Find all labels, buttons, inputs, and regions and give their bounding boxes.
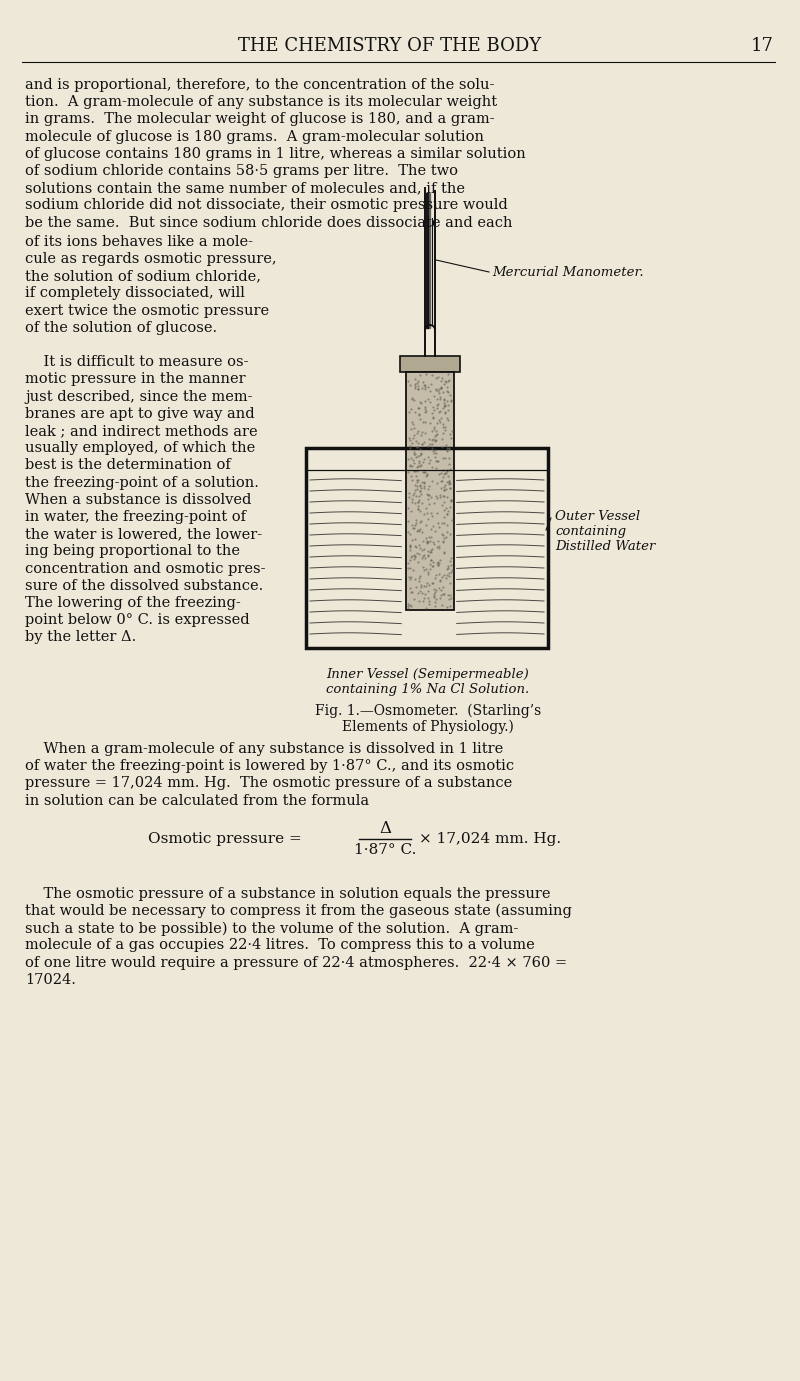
Text: by the letter Δ.: by the letter Δ.	[25, 630, 136, 645]
Text: Fig. 1.—Osmometer.  (Starling’s: Fig. 1.—Osmometer. (Starling’s	[315, 704, 541, 718]
Text: 17024.: 17024.	[25, 972, 76, 987]
Text: Elements of Physiology.): Elements of Physiology.)	[342, 720, 514, 735]
Text: molecule of glucose is 180 grams.  A gram-molecular solution: molecule of glucose is 180 grams. A gram…	[25, 130, 484, 144]
Text: in solution can be calculated from the formula: in solution can be calculated from the f…	[25, 794, 369, 808]
Text: the solution of sodium chloride,: the solution of sodium chloride,	[25, 269, 261, 283]
Text: such a state to be possible) to the volume of the solution.  A gram-: such a state to be possible) to the volu…	[25, 921, 518, 935]
Text: of glucose contains 180 grams in 1 litre, whereas a similar solution: of glucose contains 180 grams in 1 litre…	[25, 146, 526, 160]
Text: molecule of a gas occupies 22·4 litres.  To compress this to a volume: molecule of a gas occupies 22·4 litres. …	[25, 939, 534, 953]
Text: containing 1% Na Cl Solution.: containing 1% Na Cl Solution.	[326, 684, 530, 696]
Text: in water, the freezing-point of: in water, the freezing-point of	[25, 510, 246, 523]
Text: best is the determination of: best is the determination of	[25, 458, 230, 472]
Text: branes are apt to give way and: branes are apt to give way and	[25, 407, 254, 421]
Text: containing: containing	[555, 525, 626, 539]
Text: exert twice the osmotic pressure: exert twice the osmotic pressure	[25, 304, 269, 318]
Text: of sodium chloride contains 58·5 grams per litre.  The two: of sodium chloride contains 58·5 grams p…	[25, 164, 458, 178]
Bar	[406, 371, 454, 610]
Text: Outer Vessel: Outer Vessel	[555, 510, 640, 523]
Text: cule as regards osmotic pressure,: cule as regards osmotic pressure,	[25, 251, 277, 267]
Text: be the same.  But since sodium chloride does dissociate and each: be the same. But since sodium chloride d…	[25, 215, 513, 229]
Text: of water the freezing-point is lowered by 1·87° C., and its osmotic: of water the freezing-point is lowered b…	[25, 760, 514, 773]
Text: that would be necessary to compress it from the gaseous state (assuming: that would be necessary to compress it f…	[25, 905, 572, 918]
Text: 17: 17	[750, 37, 774, 55]
Text: of its ions behaves like a mole-: of its ions behaves like a mole-	[25, 235, 253, 249]
Text: The osmotic pressure of a substance in solution equals the pressure: The osmotic pressure of a substance in s…	[25, 887, 550, 900]
Text: It is difficult to measure os-: It is difficult to measure os-	[25, 355, 249, 369]
Text: of one litre would require a pressure of 22·4 atmospheres.  22·4 × 760 =: of one litre would require a pressure of…	[25, 956, 567, 969]
Text: tion.  A gram-molecule of any substance is its molecular weight: tion. A gram-molecule of any substance i…	[25, 95, 497, 109]
Text: Distilled Water: Distilled Water	[555, 540, 655, 552]
Text: pressure = 17,024 mm. Hg.  The osmotic pressure of a substance: pressure = 17,024 mm. Hg. The osmotic pr…	[25, 776, 512, 790]
Text: Mercurial Manometer.: Mercurial Manometer.	[492, 265, 644, 279]
Text: point below 0° C. is expressed: point below 0° C. is expressed	[25, 613, 250, 627]
Text: The lowering of the freezing-: The lowering of the freezing-	[25, 597, 241, 610]
Text: 1·87° C.: 1·87° C.	[354, 842, 416, 856]
Text: Inner Vessel (Semipermeable): Inner Vessel (Semipermeable)	[326, 668, 530, 681]
Text: of the solution of glucose.: of the solution of glucose.	[25, 320, 217, 334]
Text: in grams.  The molecular weight of glucose is 180, and a gram-: in grams. The molecular weight of glucos…	[25, 112, 494, 127]
Text: usually employed, of which the: usually employed, of which the	[25, 441, 255, 456]
Text: ing being proportional to the: ing being proportional to the	[25, 544, 240, 558]
Text: THE CHEMISTRY OF THE BODY: THE CHEMISTRY OF THE BODY	[238, 37, 542, 55]
Text: the water is lowered, the lower-: the water is lowered, the lower-	[25, 528, 262, 541]
Text: solutions contain the same number of molecules and, if the: solutions contain the same number of mol…	[25, 181, 465, 195]
Text: just described, since the mem-: just described, since the mem-	[25, 389, 253, 403]
Text: motic pressure in the manner: motic pressure in the manner	[25, 373, 246, 387]
Text: Osmotic pressure =: Osmotic pressure =	[148, 831, 302, 845]
Text: When a substance is dissolved: When a substance is dissolved	[25, 493, 251, 507]
Text: the freezing-point of a solution.: the freezing-point of a solution.	[25, 475, 259, 490]
Text: When a gram-molecule of any substance is dissolved in 1 litre: When a gram-molecule of any substance is…	[25, 742, 503, 755]
Bar	[306, 447, 548, 648]
Text: Δ: Δ	[379, 820, 391, 837]
Text: if completely dissociated, will: if completely dissociated, will	[25, 286, 245, 301]
Text: and is proportional, therefore, to the concentration of the solu-: and is proportional, therefore, to the c…	[25, 77, 494, 93]
Text: × 17,024 mm. Hg.: × 17,024 mm. Hg.	[419, 831, 561, 845]
Bar	[400, 356, 460, 371]
Text: leak ; and indirect methods are: leak ; and indirect methods are	[25, 424, 258, 438]
Text: concentration and osmotic pres-: concentration and osmotic pres-	[25, 562, 266, 576]
Text: sodium chloride did not dissociate, their osmotic pressure would: sodium chloride did not dissociate, thei…	[25, 199, 508, 213]
Text: sure of the dissolved substance.: sure of the dissolved substance.	[25, 579, 263, 592]
